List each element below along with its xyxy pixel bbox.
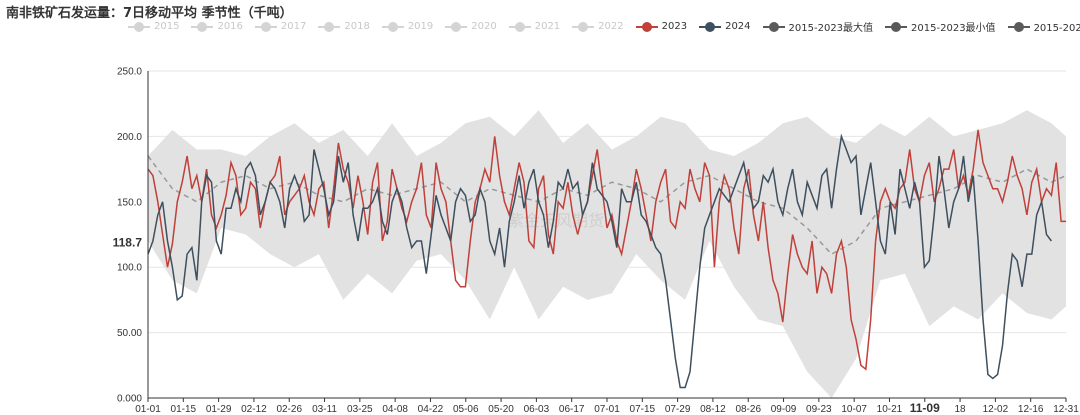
x-tick-label: 01-29 [206,404,232,415]
x-tick-label: 06-03 [524,404,550,415]
legend-swatch-icon [699,21,722,33]
legend-swatch-icon [318,21,341,33]
x-tick-label: 05-20 [488,404,514,415]
legend-item-2021[interactable]: 2021 [508,21,561,33]
legend-swatch-icon [254,21,277,33]
x-tick-label: 05-06 [453,404,479,415]
legend-swatch-icon [445,21,468,33]
legend-swatch-icon [381,21,404,33]
x-tick-label: 12-31 [1053,404,1079,415]
x-tick-label: 02-26 [276,404,302,415]
legend-label: 2016 [217,21,243,32]
series-line-2024 [147,133,1052,389]
legend-label: 2018 [344,21,370,32]
legend-label: 2021 [534,21,561,32]
legend-item-2015-2023最大值[interactable]: 2015-2023最大值 [762,19,874,34]
legend-swatch-icon [572,21,595,33]
axes [147,71,1067,402]
legend-label: 2023 [661,21,688,32]
band-layer: 紫金天风期货 [148,110,1066,398]
x-tick-label: 08-26 [735,404,761,415]
legend-label: 2015 [154,21,180,32]
legend-label: 2015-2023均值 [1033,23,1080,34]
x-tick-label: 04-08 [382,404,408,415]
y-cursor-label: 118.7 [113,236,143,250]
series-lines [147,129,1067,389]
legend-label: 2015-2023最大值 [788,23,874,34]
legend-item-2015-2023最小值[interactable]: 2015-2023最小值 [885,19,996,34]
y-tick-label: 250.0 [117,67,142,78]
x-tick-label: 03-25 [347,404,373,415]
legend-swatch-icon [635,21,658,33]
legend-item-2015[interactable]: 2015 [128,21,179,33]
legend-item-2016[interactable]: 2016 [191,21,243,33]
x-tick-label: 07-01 [594,404,620,415]
y-tick-label: 0.000 [117,394,142,405]
x-tick-label: 01-01 [135,404,161,415]
legend-label: 2022 [598,21,624,32]
chart-legend: 2015 2016 2017 2018 2019 2020 2021 2022 2023 2024… [128,19,1080,34]
series-line-2023 [147,129,1066,371]
legend-label: 2019 [407,21,434,32]
chart-title: 南非铁矿石发运量：7日移动平均 季节性（千吨） [6,6,293,21]
x-tick-label: 11-09 [910,401,940,415]
legend-swatch-icon [191,21,214,33]
legend-swatch-icon [128,21,150,33]
legend-swatch-icon [885,21,908,33]
legend-label: 2015-2023最小值 [911,23,996,34]
y-tick-label: 50.00 [117,328,142,339]
y-tick-label: 150.0 [117,197,142,208]
x-tick-label: 10-21 [877,404,903,415]
x-tick-label: 04-22 [418,404,444,415]
legend-swatch-icon [508,21,531,33]
tick-labels: 0.000 50.00 100.0 150.0 200.0 250.0 01-01 01-15… [113,67,1080,415]
series-line-average [147,155,1067,256]
legend-item-2017[interactable]: 2017 [254,21,307,33]
x-tick-label: 02-12 [241,404,267,415]
x-tick-label: 07-29 [665,404,691,415]
x-tick-label: 07-15 [630,404,656,415]
x-tick-label: 06-17 [559,404,585,415]
legend-label: 2017 [280,21,307,32]
legend-label: 2024 [725,21,751,32]
max-min-band [148,110,1066,398]
legend-label: 2020 [471,21,497,32]
y-tick-label: 100.0 [117,263,142,274]
x-tick-label: 12-02 [983,404,1009,415]
x-tick-label: 12-16 [1018,404,1044,415]
legend-item-2023[interactable]: 2023 [635,21,688,33]
legend-item-2020[interactable]: 2020 [445,21,497,33]
legend-swatch-icon [1007,21,1030,33]
legend-swatch-icon [762,21,785,33]
x-tick-label: 09-09 [771,404,797,415]
x-tick-label: 18 [955,404,967,415]
x-tick-label: 09-23 [806,404,832,415]
x-tick-label: 08-12 [700,404,726,415]
legend-item-2019[interactable]: 2019 [381,21,434,33]
x-tick-label: 03-11 [312,404,337,415]
x-tick-label: 10-07 [841,404,867,415]
legend-item-2018[interactable]: 2018 [318,21,370,33]
x-tick-label: 01-15 [171,404,197,415]
legend-item-2024[interactable]: 2024 [699,21,751,33]
y-tick-label: 200.0 [117,132,142,143]
legend-item-2022[interactable]: 2022 [572,21,624,33]
legend-item-2015-2023均值[interactable]: 2015-2023均值 [1007,19,1080,34]
